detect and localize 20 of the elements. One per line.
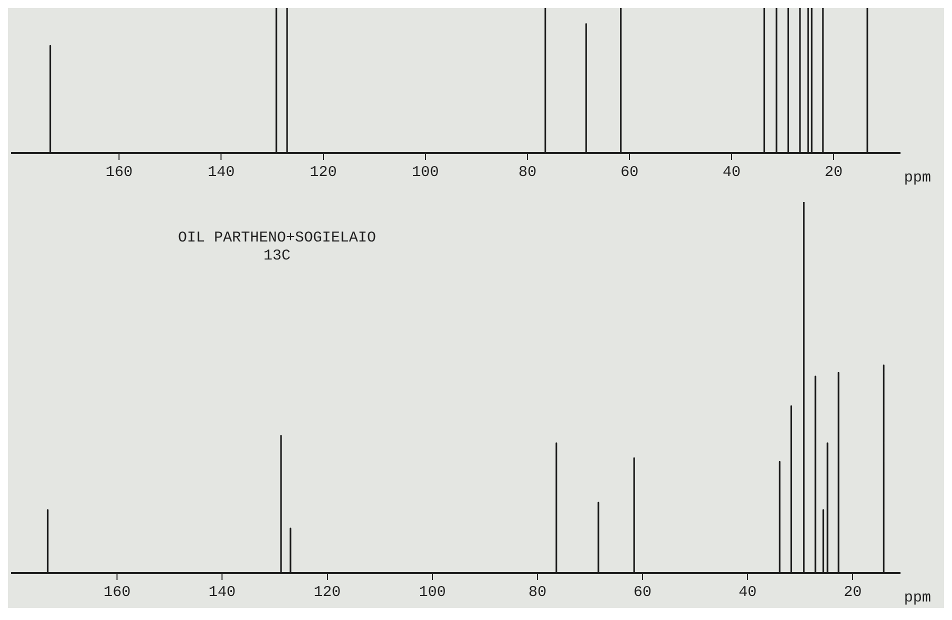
x-tick-label: 140: [208, 584, 236, 601]
x-tick-label: 80: [518, 164, 536, 181]
x-tick-label: 120: [310, 164, 337, 181]
x-tick-label: 60: [634, 584, 652, 601]
x-tick-label: 40: [738, 584, 757, 601]
annotation: 13C: [263, 247, 291, 264]
x-tick-label: 120: [314, 584, 341, 601]
x-axis-title: ppm: [904, 169, 932, 186]
x-tick-label: 60: [620, 164, 639, 181]
x-tick-label: 100: [418, 584, 446, 601]
x-tick-label: 160: [104, 584, 131, 601]
annotation: OIL PARTHENO+SOGIELAIO: [178, 229, 376, 246]
x-tick-label: 20: [844, 584, 862, 601]
x-axis-title: ppm: [904, 589, 932, 606]
x-tick-label: 40: [722, 164, 741, 181]
x-tick-label: 140: [208, 164, 235, 181]
x-tick-label: 160: [106, 164, 133, 181]
x-tick-label: 20: [824, 164, 843, 181]
x-tick-label: 80: [528, 584, 546, 601]
x-tick-label: 100: [412, 164, 439, 181]
